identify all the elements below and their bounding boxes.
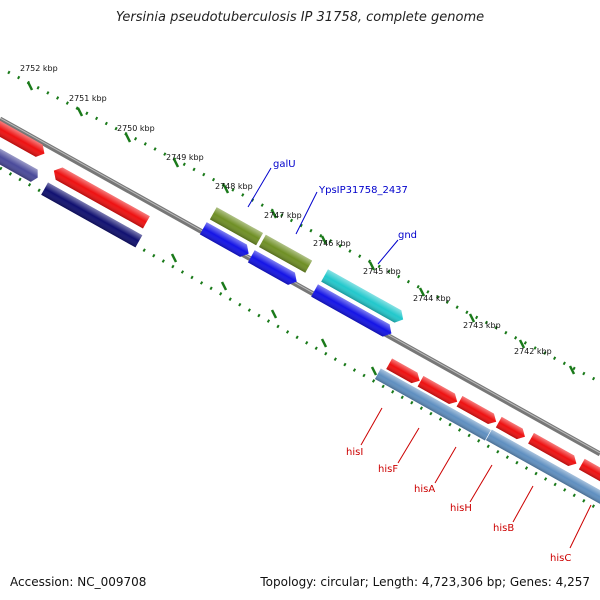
scale-label-2744: 2744 kbp [413,294,451,303]
scale-label-2750: 2750 kbp [117,124,155,133]
scale-label-2749: 2749 kbp [166,153,204,162]
scale-label-2751: 2751 kbp [69,94,107,103]
gene-label-gnd[interactable]: gnd [398,230,417,241]
scale-labels: 2752 kbp 2751 kbp 2750 kbp 2749 kbp 2748… [20,64,552,356]
scale-label-2743: 2743 kbp [463,321,501,330]
gene-label-hisI[interactable]: hisI [346,447,363,458]
gene-label-hisA[interactable]: hisA [414,484,435,495]
accession-text: Accession: NC_009708 [10,575,147,589]
topology-text: Topology: circular; Length: 4,723,306 bp… [260,575,590,589]
scale-label-2747: 2747 kbp [264,211,302,220]
gene-label-hisH[interactable]: hisH [450,503,472,514]
gene-label-galU[interactable]: galU [273,159,296,170]
map-title: Yersinia pseudotuberculosis IP 31758, co… [115,10,485,25]
scale-label-2748: 2748 kbp [215,182,253,191]
features [0,114,600,506]
callouts-bottom [360,407,592,549]
gene-label-hisC[interactable]: hisC [550,553,571,564]
gene-label-hisB[interactable]: hisB [493,523,514,534]
outer-tick-ring [7,70,600,384]
scale-label-2746: 2746 kbp [313,239,351,248]
scale-label-2742: 2742 kbp [514,347,552,356]
outer-major-ticks [26,81,576,375]
gene-label-YpsIP31758-2437[interactable]: YpsIP31758_2437 [318,185,408,196]
callouts-top [247,167,399,265]
genome-backbone [0,116,600,457]
scale-label-2752: 2752 kbp [20,64,58,73]
gene-label-hisF[interactable]: hisF [378,464,398,475]
scale-label-2745: 2745 kbp [363,267,401,276]
